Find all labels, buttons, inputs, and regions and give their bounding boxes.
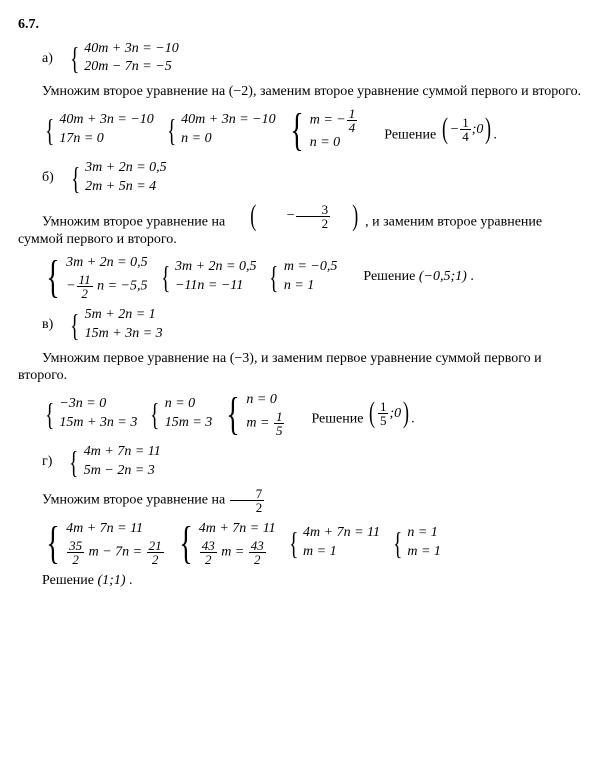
system: { 40m + 3n = −10 n = 0	[164, 111, 276, 149]
system: { 40m + 3n = −10 17n = 0	[42, 111, 154, 149]
eq-line: n = 0	[246, 391, 285, 410]
system: { 3m + 2n = 0,5 −112 n = −5,5	[42, 254, 148, 300]
solution-g: Решение (1;1) .	[18, 572, 588, 590]
eq-line: −112 n = −5,5	[66, 273, 148, 300]
solution-a: Решение ( −14;0 ).	[384, 116, 497, 144]
part-b-explain: Умножим второе уравнение на (−32), и зам…	[18, 203, 588, 249]
eq-line: m = 1	[407, 543, 441, 562]
brace-icon: {	[179, 520, 192, 566]
brace-icon: {	[167, 111, 176, 149]
eq-line: 15m + 3n = 3	[59, 414, 137, 433]
brace-icon: {	[393, 524, 402, 562]
eq-line: 3m + 2n = 0,5	[85, 159, 167, 178]
eq-line: n = 0	[165, 395, 213, 414]
eq-line: 40m + 3n = −10	[181, 111, 275, 130]
eq-line: n = 0	[310, 134, 359, 153]
system: { 40m + 3n = −10 20m − 7n = −5	[67, 40, 179, 78]
system: { 4m + 7n = 11 5m − 2n = 3	[66, 443, 160, 481]
brace-icon: {	[150, 395, 159, 433]
part-g-explain: Умножим второе уравнение на 72	[18, 487, 588, 514]
brace-icon: {	[71, 159, 80, 197]
eq-line: 4m + 7n = 11	[84, 443, 161, 462]
eq-line: 40m + 3n = −10	[84, 40, 178, 59]
eq-line: 3m + 2n = 0,5	[175, 258, 257, 277]
part-v-letter: в)	[42, 316, 53, 334]
brace-icon: {	[161, 258, 170, 296]
system: { 5m + 2n = 1 15m + 3n = 3	[67, 306, 162, 344]
system: { 4m + 7n = 11 352 m − 7n = 212	[42, 520, 165, 566]
eq-line: −11n = −11	[175, 277, 257, 296]
problem-number: 6.7.	[18, 16, 588, 34]
part-b-given: б) { 3m + 2n = 0,5 2m + 5n = 4	[42, 159, 588, 197]
eq-line: m = 1	[303, 543, 380, 562]
eq-line: 5m + 2n = 1	[85, 306, 163, 325]
brace-icon: {	[45, 111, 54, 149]
brace-icon: {	[70, 40, 79, 78]
solution-b: Решение (−0,5;1) .	[363, 268, 473, 286]
brace-icon: {	[290, 107, 303, 153]
part-v-steps: { −3n = 0 15m + 3n = 3 { n = 0 15m = 3 {…	[42, 391, 588, 437]
eq-line: 15m + 3n = 3	[85, 325, 163, 344]
brace-icon: {	[227, 391, 240, 437]
part-a-steps: { 40m + 3n = −10 17n = 0 { 40m + 3n = −1…	[42, 107, 588, 153]
system: { n = 1 m = 1	[390, 524, 441, 562]
brace-icon: {	[46, 254, 59, 300]
eq-line: 17n = 0	[59, 130, 153, 149]
brace-icon: {	[70, 306, 79, 344]
part-a-explain: Умножим второе уравнение на (−2), замени…	[18, 83, 588, 101]
system: { n = 0 15m = 3	[147, 395, 212, 433]
brace-icon: {	[289, 524, 298, 562]
part-a-letter: а)	[42, 50, 53, 68]
solution-v: Решение ( 15;0 ).	[311, 400, 414, 428]
part-v-explain: Умножим первое уравнение на (−3), и заме…	[18, 350, 588, 385]
system: { m = −0,5 n = 1	[266, 258, 337, 296]
eq-line: 432 m = 432	[199, 539, 276, 566]
part-a-given: а) { 40m + 3n = −10 20m − 7n = −5	[42, 40, 588, 78]
eq-line: 4m + 7n = 11	[199, 520, 276, 539]
part-b-letter: б)	[42, 169, 54, 187]
system: { 3m + 2n = 0,5 2m + 5n = 4	[68, 159, 167, 197]
eq-line: m = 15	[246, 410, 285, 437]
brace-icon: {	[270, 258, 279, 296]
brace-icon: {	[69, 443, 78, 481]
system: { 4m + 7n = 11 432 m = 432	[175, 520, 276, 566]
system: { −3n = 0 15m + 3n = 3	[42, 395, 137, 433]
system: { 4m + 7n = 11 m = 1	[286, 524, 380, 562]
system: { n = 0 m = 15	[222, 391, 285, 437]
eq-line: 40m + 3n = −10	[59, 111, 153, 130]
eq-line: −3n = 0	[59, 395, 137, 414]
eq-line: 4m + 7n = 11	[66, 520, 165, 539]
eq-line: 352 m − 7n = 212	[66, 539, 165, 566]
brace-icon: {	[46, 520, 59, 566]
system: { m = −14 n = 0	[286, 107, 359, 153]
eq-line: m = −0,5	[284, 258, 338, 277]
part-g-steps: { 4m + 7n = 11 352 m − 7n = 212 { 4m + 7…	[42, 520, 588, 566]
eq-line: 20m − 7n = −5	[84, 58, 178, 77]
part-v-given: в) { 5m + 2n = 1 15m + 3n = 3	[42, 306, 588, 344]
eq-line: 15m = 3	[165, 414, 213, 433]
part-g-given: г) { 4m + 7n = 11 5m − 2n = 3	[42, 443, 588, 481]
eq-line: 4m + 7n = 11	[303, 524, 380, 543]
eq-line: n = 0	[181, 130, 275, 149]
part-b-steps: { 3m + 2n = 0,5 −112 n = −5,5 { 3m + 2n …	[42, 254, 588, 300]
part-g-letter: г)	[42, 453, 52, 471]
eq-line: n = 1	[407, 524, 441, 543]
system: { 3m + 2n = 0,5 −11n = −11	[158, 258, 257, 296]
eq-line: 5m − 2n = 3	[84, 462, 161, 481]
eq-line: 3m + 2n = 0,5	[66, 254, 148, 273]
brace-icon: {	[45, 395, 54, 433]
eq-line: n = 1	[284, 277, 338, 296]
eq-line: m = −14	[310, 107, 359, 134]
eq-line: 2m + 5n = 4	[85, 178, 167, 197]
